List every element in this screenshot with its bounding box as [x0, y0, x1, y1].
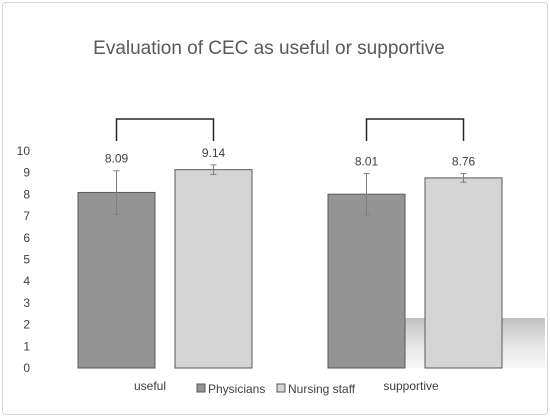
- category-labels: useful supportive: [134, 379, 439, 393]
- bars: [77, 164, 503, 369]
- y-tick-label: 3: [23, 296, 30, 310]
- bar-useful-physicians: [77, 191, 156, 369]
- data-label: 9.14: [202, 146, 226, 160]
- bar-supportive-physicians: [327, 193, 406, 369]
- data-label: 8.76: [452, 155, 476, 169]
- y-tick-label: 8: [23, 187, 30, 201]
- y-tick-label: 6: [23, 231, 30, 245]
- y-tick-label: 9: [23, 166, 30, 180]
- y-tick-label: 5: [23, 253, 30, 267]
- data-label: 8.01: [355, 155, 379, 169]
- significance-bracket: [115, 118, 215, 141]
- y-tick-label: 7: [23, 209, 30, 223]
- legend-swatch-nursing-staff: [276, 383, 286, 393]
- legend-label-nursing-staff: Nursing staff: [288, 382, 356, 396]
- legend: Physicians Nursing staff: [196, 382, 356, 396]
- data-labels: 8.09 9.14 8.01 8.76: [105, 146, 476, 169]
- y-tick-label: 4: [23, 274, 30, 288]
- y-tick-label: 2: [23, 318, 30, 332]
- y-axis: 0 1 2 3 4 5 6 7 8 9 10: [17, 144, 31, 375]
- bar-supportive-nursing-staff: [424, 177, 503, 369]
- chart-title: Evaluation of CEC as useful or supportiv…: [93, 38, 445, 59]
- data-label: 8.09: [105, 152, 129, 166]
- significance-bracket: [365, 118, 465, 141]
- category-label-supportive: supportive: [383, 379, 439, 393]
- y-tick-label: 1: [23, 339, 30, 353]
- category-label-useful: useful: [134, 379, 166, 393]
- y-tick-label: 10: [17, 144, 31, 158]
- legend-swatch-physicians: [196, 383, 206, 393]
- y-tick-label: 0: [23, 361, 30, 375]
- legend-label-physicians: Physicians: [208, 382, 265, 396]
- bar-useful-nursing-staff: [174, 169, 253, 369]
- significance-brackets: [115, 118, 465, 141]
